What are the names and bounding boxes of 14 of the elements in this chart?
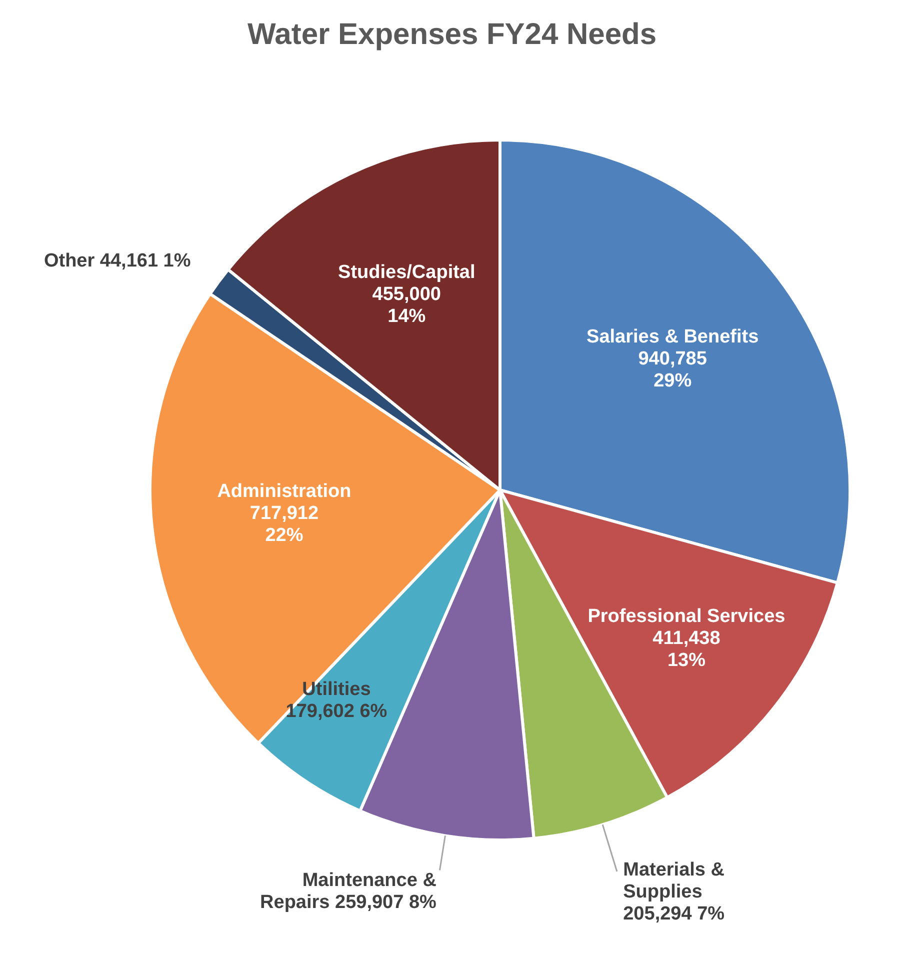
slice-label: Other 44,161 1%: [44, 250, 191, 272]
slice-label: Studies/Capital: [338, 262, 476, 284]
slice-label: Salaries & Benefits: [586, 326, 759, 348]
data-label: 940,785 29%: [638, 348, 708, 392]
chart-title: Water Expenses FY24 Needs: [247, 18, 657, 51]
data-label: 455,000 14%: [372, 284, 441, 328]
slice-label: Materials & Supplies: [623, 860, 725, 903]
data-label: 179,602 6%: [286, 700, 388, 722]
slice-label: Maintenance & Repairs 259,907 8%: [260, 870, 437, 913]
data-label: 205,294 7%: [623, 904, 725, 925]
data-label: 411,438 13%: [652, 628, 720, 671]
slice-label: Professional Services: [588, 606, 786, 627]
slice-label: Administration: [217, 481, 352, 502]
data-label: 717,912 22%: [250, 503, 319, 546]
